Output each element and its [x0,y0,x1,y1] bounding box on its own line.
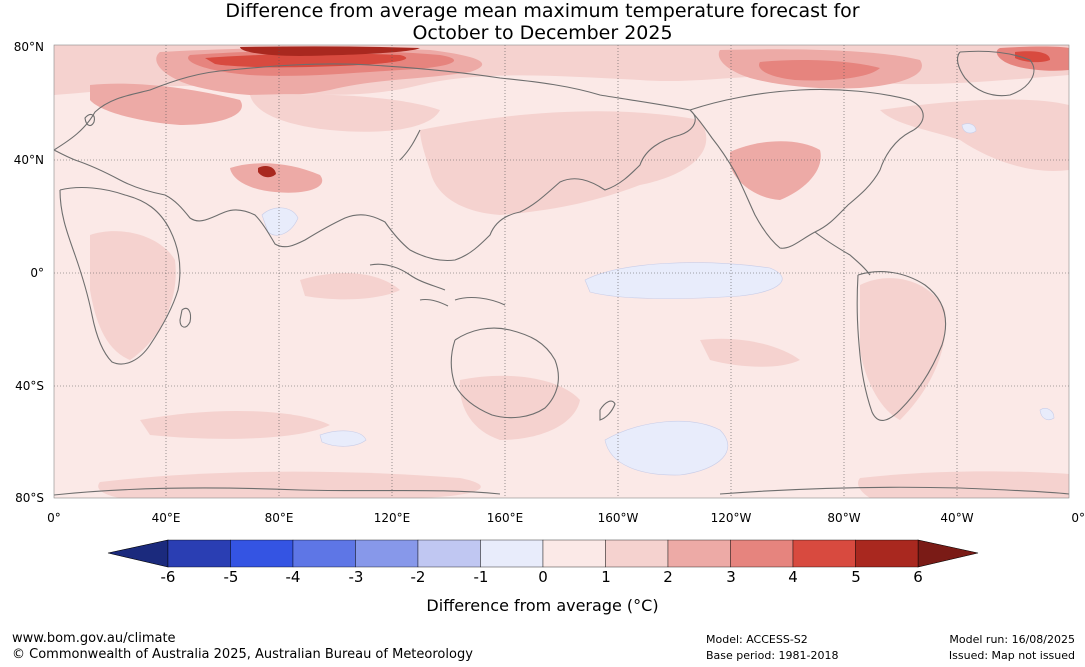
lon-label-120w: 120°W [701,511,761,525]
colorbar-segment [168,540,231,567]
base-period: Base period: 1981-2018 [706,648,838,663]
colorbar-tick-label: 0 [528,568,558,586]
lon-label-80w: 80°W [814,511,874,525]
lon-label-160e: 160°E [475,511,535,525]
lon-label-160w: 160°W [588,511,648,525]
colorbar-segment [668,540,731,567]
lat-label-40s: 40°S [0,379,44,393]
model-name: Model: ACCESS-S2 [706,632,808,647]
colorbar-segment [606,540,669,567]
colorbar-tick-label: -2 [403,568,433,586]
lat-label-80s: 80°S [0,491,44,505]
lat-label-40n: 40°N [0,153,44,167]
colorbar-tick-label: -1 [466,568,496,586]
colorbar-segment [793,540,856,567]
colorbar-tick-label: -5 [216,568,246,586]
copyright-notice: © Commonwealth of Australia 2025, Austra… [12,647,473,663]
website-link[interactable]: www.bom.gov.au/climate [12,631,176,647]
colorbar-tick-label: -6 [153,568,183,586]
lat-label-equator: 0° [0,266,44,280]
lon-label-80e: 80°E [249,511,309,525]
colorbar-tick-label: 3 [716,568,746,586]
model-run-date: Model run: 16/08/2025 [949,632,1075,647]
colorbar-tick-label: 2 [653,568,683,586]
lat-label-80n: 80°N [0,40,44,54]
colorbar-segments [168,540,918,567]
colorbar-segment [418,540,481,567]
colorbar-segment [731,540,794,567]
lon-label-120e: 120°E [362,511,422,525]
colorbar-tick-label: 4 [778,568,808,586]
lon-label-40e: 40°E [136,511,196,525]
colorbar-segment [543,540,606,567]
colorbar-label: Difference from average (°C) [0,596,1085,616]
colorbar [108,540,978,567]
colorbar-tick-label: 1 [591,568,621,586]
lon-label-40w: 40°W [927,511,987,525]
colorbar-segment [293,540,356,567]
issued-status: Issued: Map not issued [949,648,1075,663]
anomaly-southern-ocean-east [858,471,1069,498]
colorbar-tick-label: 5 [841,568,871,586]
colorbar-high-end [918,540,978,567]
lon-label-0-west-edge: 0° [24,511,84,525]
colorbar-segment [356,540,419,567]
colorbar-tick-label: 6 [903,568,933,586]
colorbar-segment [231,540,294,567]
colorbar-segment [856,540,919,567]
colorbar-segment [481,540,544,567]
colorbar-low-end [108,540,168,567]
lon-label-0-east-edge: 0° [1025,511,1085,525]
colorbar-tick-label: -4 [278,568,308,586]
colorbar-tick-label: -3 [341,568,371,586]
